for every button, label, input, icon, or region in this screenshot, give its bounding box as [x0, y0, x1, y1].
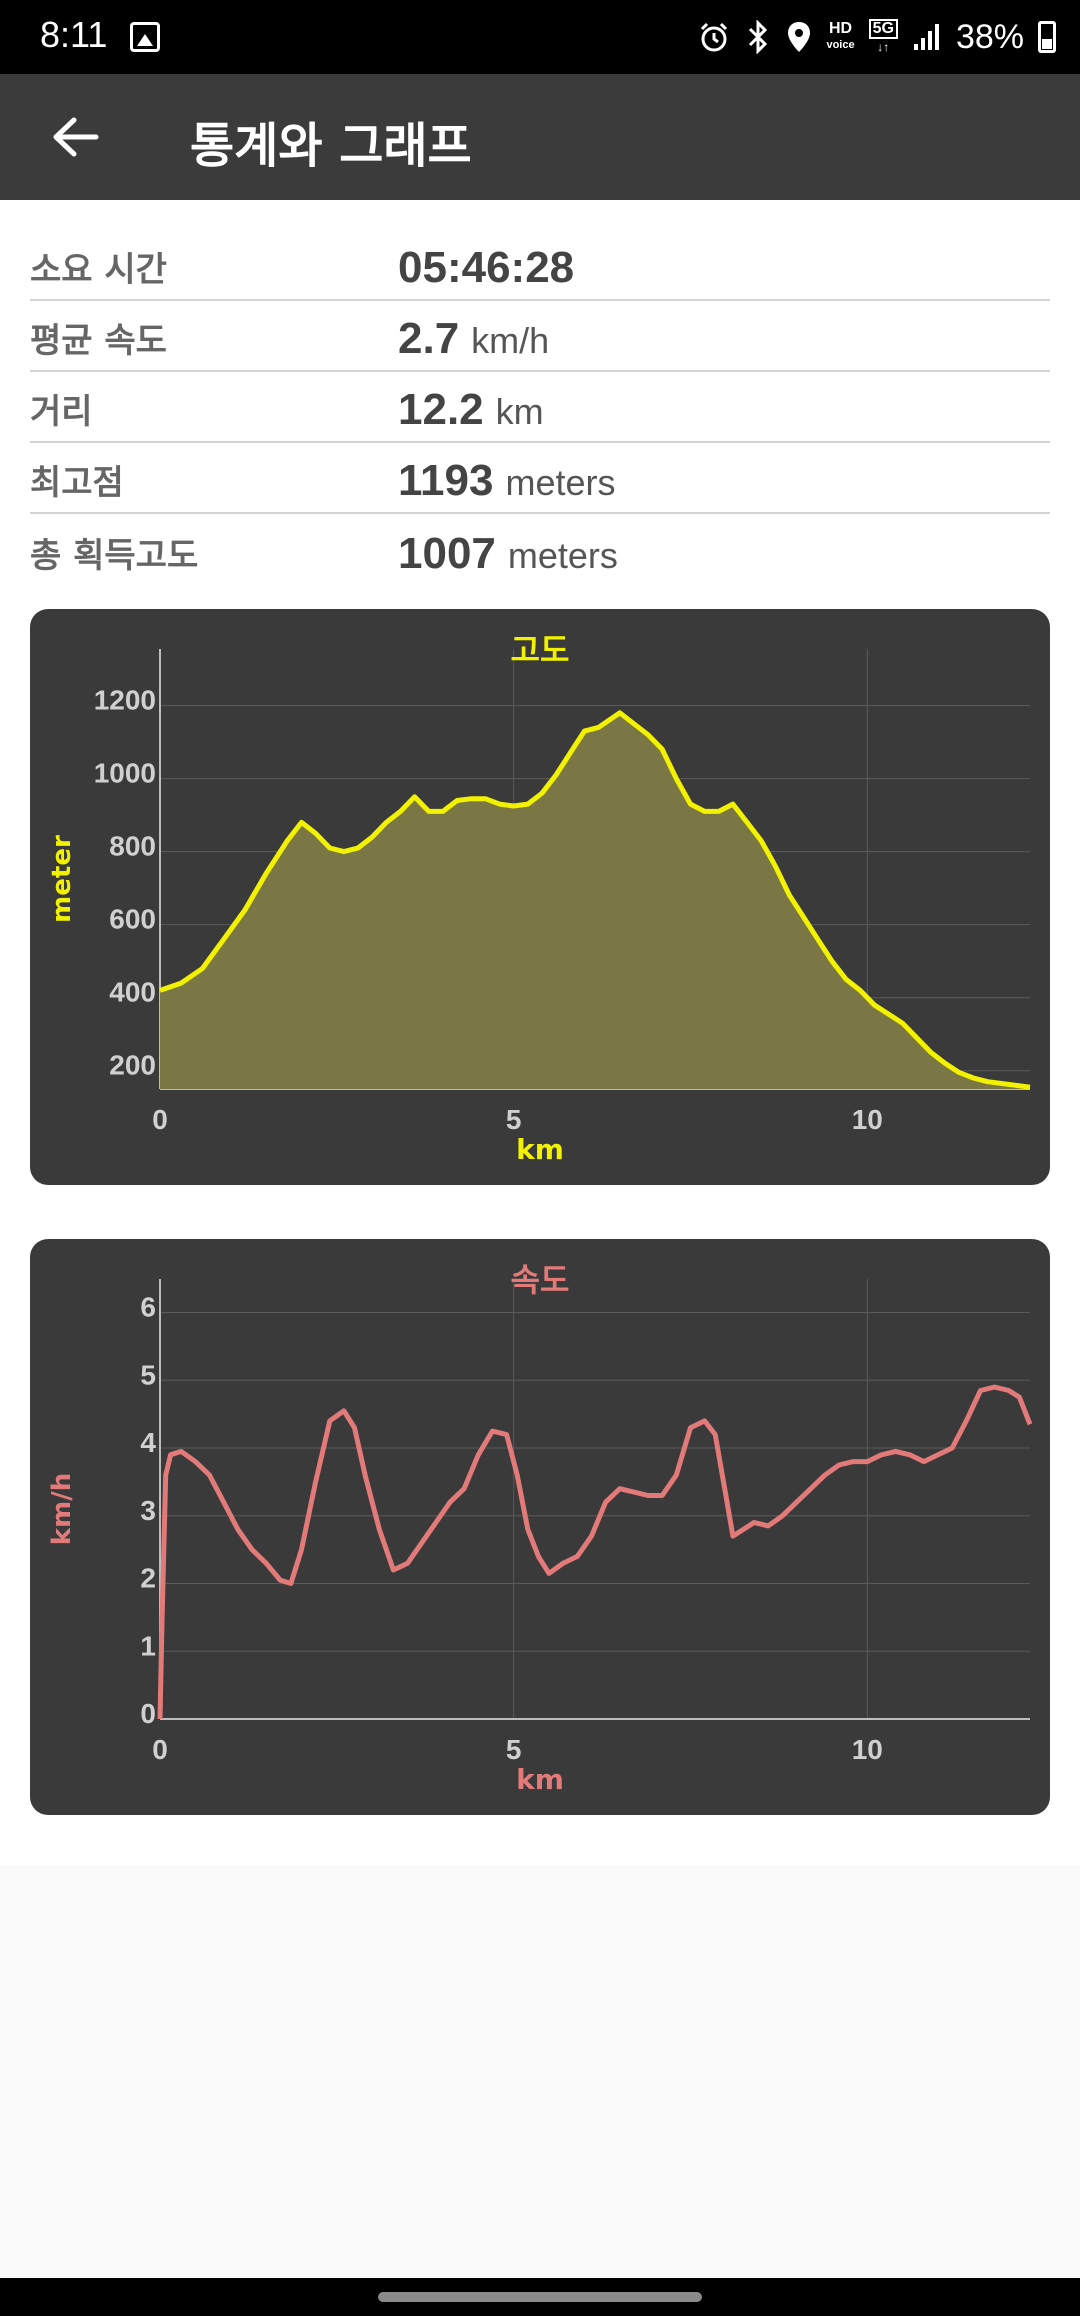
y-tick-label: 600 — [109, 904, 156, 935]
speed-chart[interactable]: 0 1 2 3 4 5 6 0 5 10 속도 km km/h — [30, 1239, 1050, 1815]
x-tick-label: 0 — [152, 1104, 168, 1135]
x-tick-label: 5 — [506, 1104, 522, 1135]
y-tick-label: 800 — [109, 831, 156, 862]
y-tick-label: 5 — [140, 1359, 156, 1390]
x-tick-label: 10 — [852, 1104, 883, 1135]
stat-label: 총 획득고도 — [30, 536, 199, 576]
stat-row-total-ascent: 총 획득고도 1007 meters — [30, 514, 1050, 585]
series-line — [159, 710, 1031, 1090]
y-tick-label: 1200 — [94, 685, 156, 716]
image-icon — [130, 22, 160, 52]
elevation-chart[interactable]: 200 400 600 800 1000 1200 0 5 10 고도 km meter — [30, 609, 1050, 1185]
stat-number: 1193 — [398, 456, 494, 505]
y-tick-label: 2 — [140, 1563, 156, 1594]
stat-number: 1007 — [398, 529, 496, 578]
y-tick-label: 0 — [140, 1698, 156, 1729]
stat-label: 평균 속도 — [30, 321, 167, 361]
stat-row-max-elevation: 최고점 1193 meters — [30, 443, 1050, 514]
y-tick-label: 1000 — [94, 758, 156, 789]
location-icon — [788, 22, 811, 52]
battery-percent: 38% — [955, 17, 1024, 56]
stat-value: 1193 meters — [398, 456, 616, 506]
navigation-bar — [0, 2278, 1080, 2316]
stat-number: 05:46:28 — [398, 243, 575, 292]
y-tick-label: 400 — [109, 977, 156, 1008]
stats-table: 소요 시간 05:46:28 평균 속도 2.7 km/h 거리 12.2 km 최… — [30, 230, 1050, 585]
hd-label: HD — [828, 20, 853, 37]
stat-value: 2.7 km/h — [398, 314, 549, 364]
stat-unit: meters — [507, 535, 618, 576]
hd-voice-indicator: HD voice — [826, 21, 854, 53]
y-tick-label: 6 — [140, 1292, 156, 1323]
chart-title: 고도 — [511, 631, 570, 669]
stat-value: 12.2 km — [398, 385, 544, 435]
status-icons: HD voice 5G ↓↑ 38% — [698, 14, 1056, 60]
stat-unit: meters — [505, 462, 616, 503]
status-time: 8:11 — [40, 14, 108, 55]
speed-chart-card: 0 1 2 3 4 5 6 0 5 10 속도 km km/h — [30, 1239, 1050, 1815]
stat-value: 1007 meters — [398, 529, 618, 579]
stat-unit: km — [495, 391, 544, 432]
elevation-chart-card: 200 400 600 800 1000 1200 0 5 10 고도 km meter — [30, 609, 1050, 1185]
y-tick-label: 200 — [109, 1050, 156, 1081]
battery-fill — [1042, 39, 1052, 49]
chart-title: 속도 — [511, 1261, 570, 1299]
battery-icon — [1038, 21, 1056, 53]
x-tick-label: 10 — [852, 1734, 883, 1765]
y-axis-label: km/h — [47, 1473, 77, 1545]
data-arrows-icon: ↓↑ — [877, 40, 890, 54]
x-tick-label: 0 — [152, 1734, 168, 1765]
arrow-back-icon[interactable] — [50, 114, 100, 160]
status-bar: 8:11 HD voice 5G ↓↑ 38% — [0, 0, 1080, 74]
page-title: 통계와 그래프 — [190, 118, 472, 174]
signal-icon — [913, 24, 939, 50]
stat-label: 거리 — [30, 392, 93, 432]
stat-label: 소요 시간 — [30, 250, 167, 290]
x-tick-label: 5 — [506, 1734, 522, 1765]
stat-row-duration: 소요 시간 05:46:28 — [30, 230, 1050, 301]
network-label: 5G — [868, 19, 898, 39]
content: 소요 시간 05:46:28 평균 속도 2.7 km/h 거리 12.2 km 최… — [0, 200, 1080, 1865]
network-indicator: 5G ↓↑ — [868, 19, 898, 55]
stat-unit: km/h — [471, 320, 550, 361]
stat-value: 05:46:28 — [398, 243, 586, 293]
area-fill — [160, 712, 1030, 1089]
y-tick-label: 3 — [140, 1495, 156, 1526]
y-tick-label: 1 — [140, 1630, 156, 1661]
stat-number: 2.7 — [398, 314, 460, 363]
app-bar: 통계와 그래프 — [0, 74, 1080, 200]
y-axis-label: meter — [47, 835, 77, 923]
y-tick-label: 4 — [140, 1427, 156, 1458]
voice-label: voice — [826, 39, 855, 51]
series-line — [157, 1384, 1033, 1720]
alarm-icon — [701, 22, 728, 52]
x-axis-label: km — [516, 1763, 564, 1796]
stat-row-distance: 거리 12.2 km — [30, 372, 1050, 443]
stat-number: 12.2 — [398, 385, 484, 434]
stat-label: 최고점 — [30, 463, 124, 503]
x-axis-label: km — [516, 1133, 564, 1166]
bluetooth-icon — [749, 20, 768, 54]
stat-row-avg-speed: 평균 속도 2.7 km/h — [30, 301, 1050, 372]
home-gesture-handle[interactable] — [378, 2292, 702, 2302]
